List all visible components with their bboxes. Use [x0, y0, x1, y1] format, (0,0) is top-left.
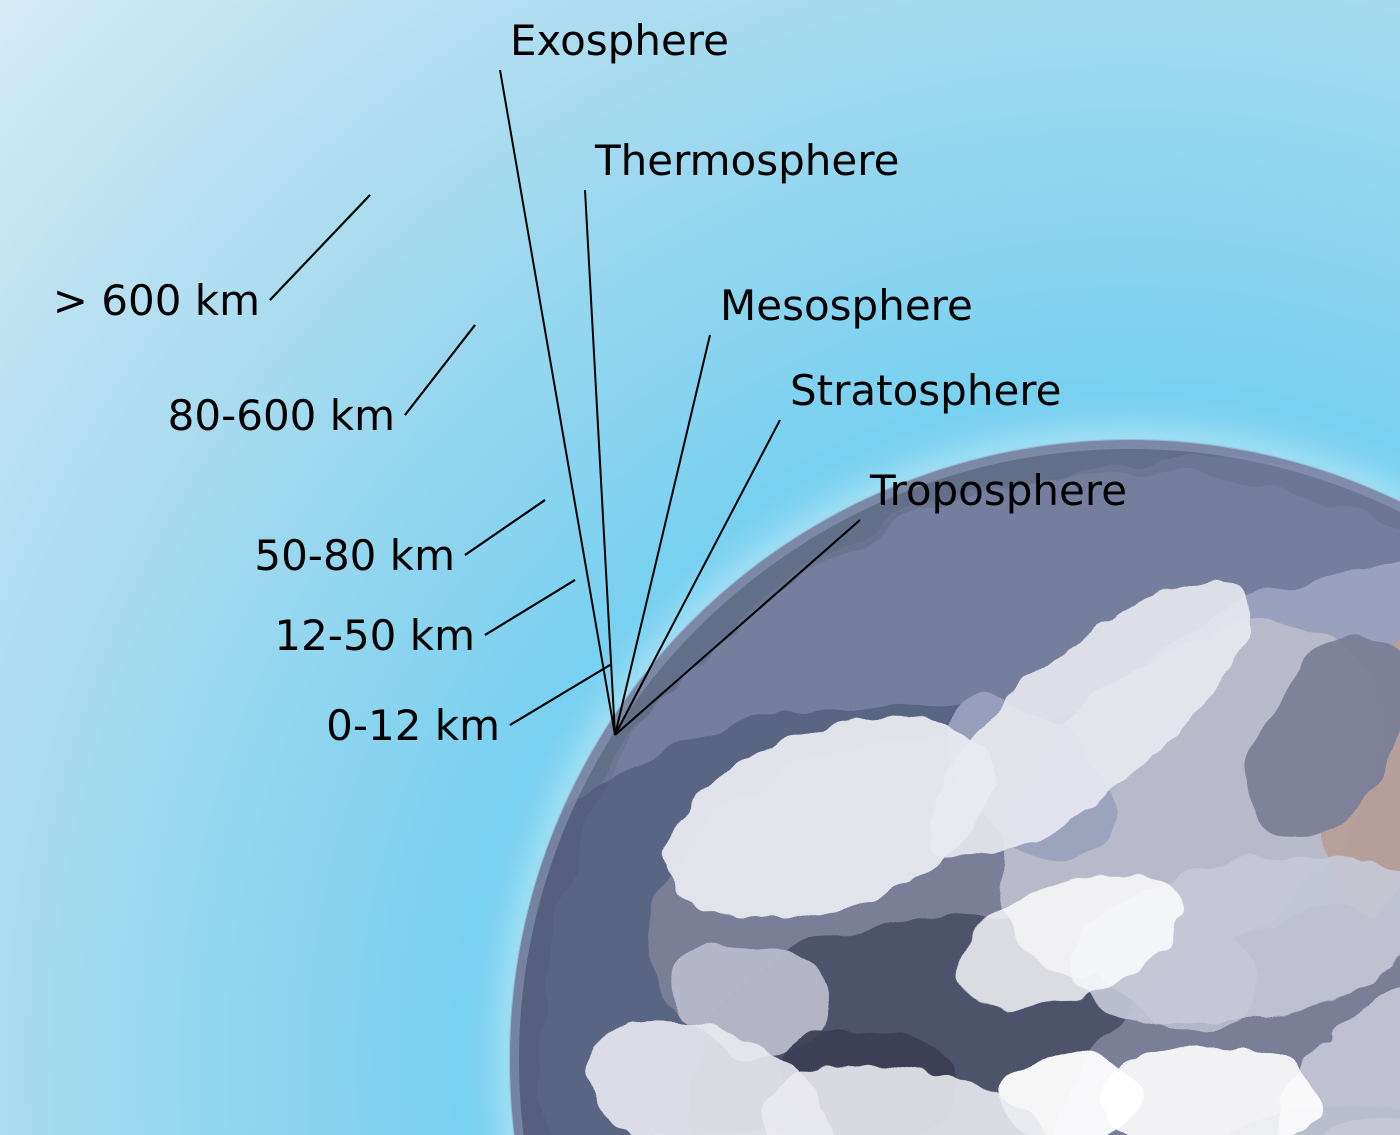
layer-altitude-label: 50-80 km	[254, 531, 455, 580]
layer-name-label: Troposphere	[869, 466, 1127, 515]
layer-altitude-label: 80-600 km	[168, 391, 395, 440]
diagram-svg: Exosphere > 600 km Thermosphere 80-600 km Me…	[0, 0, 1400, 1135]
layer-name-label: Thermosphere	[594, 136, 899, 185]
layer-name-label: Stratosphere	[790, 366, 1061, 415]
atmosphere-diagram: Exosphere > 600 km Thermosphere 80-600 km Me…	[0, 0, 1400, 1135]
layer-name-label: Mesosphere	[720, 281, 973, 330]
layer-altitude-label: > 600 km	[53, 276, 260, 325]
layer-altitude-label: 12-50 km	[274, 611, 475, 660]
layer-name-label: Exosphere	[510, 16, 729, 65]
layer-altitude-label: 0-12 km	[326, 701, 500, 750]
